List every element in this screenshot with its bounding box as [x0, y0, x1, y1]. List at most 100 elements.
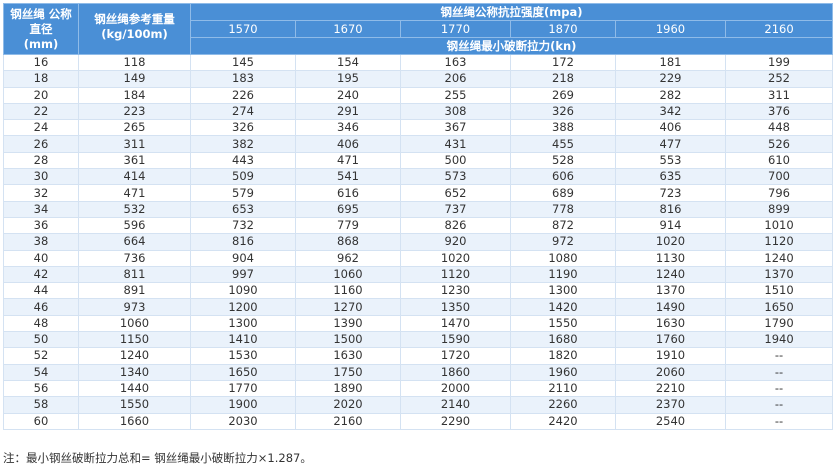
- table-cell: --: [724, 412, 834, 430]
- table-cell: 477: [615, 135, 726, 153]
- table-cell: 664: [78, 233, 191, 251]
- table-cell: 2140: [400, 396, 511, 414]
- header-line: (kg/100m): [101, 27, 168, 41]
- table-row: 44 891 1090 1160 1230 1300 1370 1510: [3, 282, 834, 300]
- table-cell: 50: [3, 331, 79, 349]
- table-cell: 872: [510, 216, 616, 235]
- table-cell: 163: [400, 53, 511, 72]
- table-cell: 2420: [510, 412, 616, 430]
- table-cell: 2210: [615, 379, 726, 398]
- table-cell: 118: [78, 53, 191, 72]
- table-cell: 1960: [510, 363, 616, 381]
- table-cell: 149: [78, 70, 191, 88]
- table-cell: 973: [78, 298, 191, 316]
- table-cell: 1770: [190, 379, 296, 398]
- table-cell: 240: [295, 86, 401, 104]
- table-cell: 265: [78, 119, 191, 137]
- table-row: 58 1550 1900 2020 2140 2260 2370 --: [3, 396, 834, 414]
- header-line: 直径: [29, 21, 53, 36]
- table-cell: 1190: [510, 265, 616, 284]
- table-cell: 58: [3, 396, 79, 414]
- table-cell: 311: [724, 86, 834, 104]
- table-cell: 723: [615, 184, 726, 202]
- table-cell: 2370: [615, 396, 726, 414]
- table-cell: 28: [3, 151, 79, 170]
- header-cell: 钢丝绳参考重量 (kg/100m): [78, 3, 191, 55]
- table-cell: 904: [190, 249, 296, 267]
- table: 钢丝绳 公称 直径 (mm) 钢丝绳参考重量 (kg/100m) 钢丝绳公称抗拉强度(mp…: [3, 3, 834, 430]
- table-cell: 183: [190, 70, 296, 88]
- table-cell: 199: [724, 53, 834, 72]
- table-row: 54 1340 1650 1750 1860 1960 2060 --: [3, 363, 834, 381]
- table-cell: 1680: [510, 331, 616, 349]
- table-row: 56 1440 1770 1890 2000 2110 2210 --: [3, 379, 834, 398]
- table-cell: 1410: [190, 331, 296, 349]
- table-cell: 962: [295, 249, 401, 267]
- table-cell: 20: [3, 86, 79, 104]
- table-cell: 596: [78, 216, 191, 235]
- table-cell: 346: [295, 119, 401, 137]
- table-cell: 448: [724, 119, 834, 137]
- table-cell: 1390: [295, 314, 401, 333]
- table-cell: 1820: [510, 347, 616, 365]
- table-cell: 60: [3, 412, 79, 430]
- table-cell: 689: [510, 184, 616, 202]
- table-cell: 1900: [190, 396, 296, 414]
- table-cell: --: [724, 379, 834, 398]
- table-cell: 252: [724, 70, 834, 88]
- table-cell: 2030: [190, 412, 296, 430]
- table-cell: 1300: [510, 282, 616, 300]
- table-cell: 34: [3, 200, 79, 218]
- table-cell: 206: [400, 70, 511, 88]
- table-cell: 635: [615, 168, 726, 186]
- table-cell: 406: [295, 135, 401, 153]
- table-cell: 1020: [615, 233, 726, 251]
- table-cell: 1120: [400, 265, 511, 284]
- table-cell: 737: [400, 200, 511, 218]
- table-cell: 1240: [78, 347, 191, 365]
- table-cell: 816: [190, 233, 296, 251]
- table-cell: 218: [510, 70, 616, 88]
- table-cell: 695: [295, 200, 401, 218]
- table-cell: 1010: [724, 216, 834, 235]
- table-row: 46 973 1200 1270 1350 1420 1490 1650: [3, 298, 834, 316]
- table-cell: 1550: [78, 396, 191, 414]
- table-cell: 1370: [724, 265, 834, 284]
- table-cell: 291: [295, 102, 401, 121]
- table-cell: 226: [190, 86, 296, 104]
- table-cell: 1530: [190, 347, 296, 365]
- table-cell: 1490: [615, 298, 726, 316]
- table-cell: 30: [3, 168, 79, 186]
- table-cell: 606: [510, 168, 616, 186]
- table-cell: 972: [510, 233, 616, 251]
- table-row: 34 532 653 695 737 778 816 899: [3, 200, 834, 218]
- table-cell: 255: [400, 86, 511, 104]
- note: 注：最小钢丝破断拉力总和= 钢丝绳最小破断拉力×1.287。: [3, 451, 312, 465]
- table-cell: 1080: [510, 249, 616, 267]
- table-cell: 899: [724, 200, 834, 218]
- table-cell: 1550: [510, 314, 616, 333]
- table-cell: 1240: [724, 249, 834, 267]
- table-cell: 16: [3, 53, 79, 72]
- table-cell: 38: [3, 233, 79, 251]
- table-cell: 1590: [400, 331, 511, 349]
- table-cell: 1020: [400, 249, 511, 267]
- table-cell: 541: [295, 168, 401, 186]
- table-cell: 2020: [295, 396, 401, 414]
- table-wrap: 钢丝绳 公称 直径 (mm) 钢丝绳参考重量 (kg/100m) 钢丝绳公称抗拉强度(mp…: [3, 3, 834, 430]
- table-row: 26 311 382 406 431 455 477 526: [3, 135, 834, 153]
- table-cell: 778: [510, 200, 616, 218]
- table-cell: 1060: [78, 314, 191, 333]
- header-cell: 钢丝绳 公称 直径 (mm): [3, 3, 79, 55]
- table-cell: 1760: [615, 331, 726, 349]
- table-cell: 195: [295, 70, 401, 88]
- grade-cell: 1770: [400, 20, 511, 38]
- header-line: 钢丝绳 公称: [10, 6, 72, 21]
- table-cell: 229: [615, 70, 726, 88]
- table-cell: 652: [400, 184, 511, 202]
- table-cell: 891: [78, 282, 191, 300]
- table-cell: 342: [615, 102, 726, 121]
- table-cell: 376: [724, 102, 834, 121]
- table-cell: 184: [78, 86, 191, 104]
